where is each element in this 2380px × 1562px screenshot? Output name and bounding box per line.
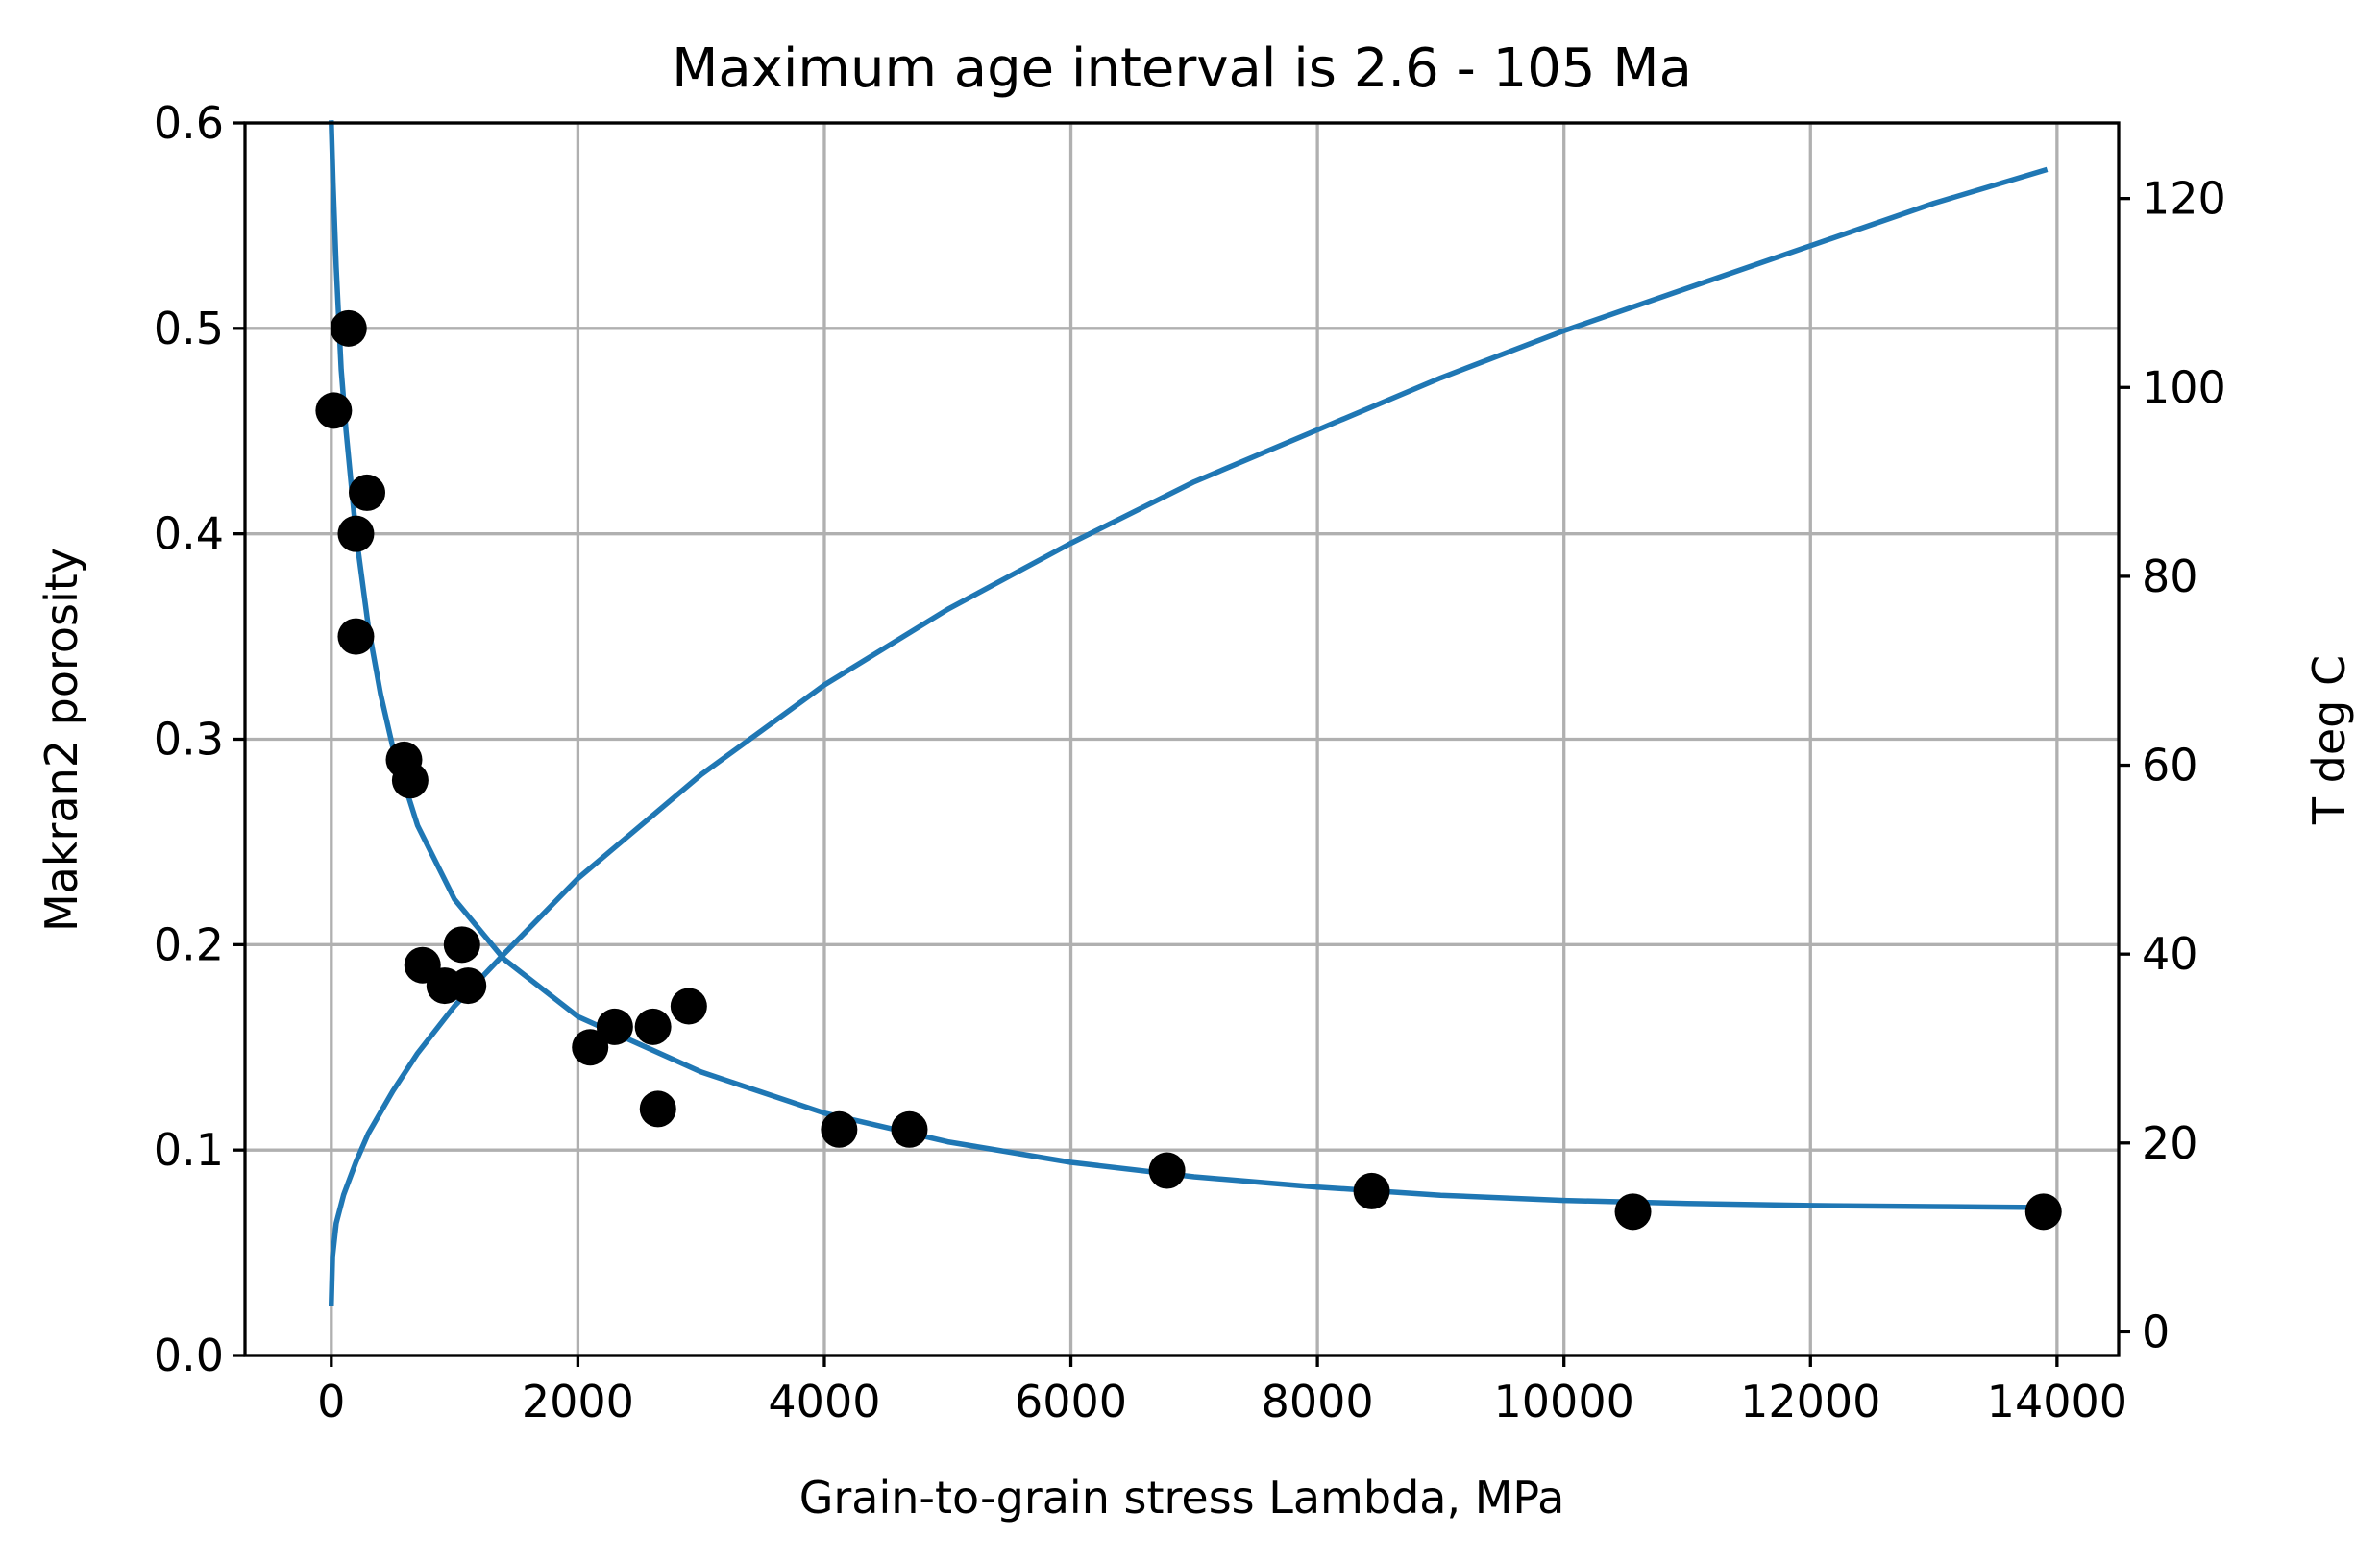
data-point	[1353, 1172, 1390, 1209]
y2-tick-label: 60	[2142, 740, 2198, 792]
y-tick-label: 0.4	[154, 508, 224, 560]
x-tick-label: 8000	[1262, 1376, 1374, 1428]
data-point	[391, 762, 429, 799]
x-tick-label: 12000	[1740, 1376, 1880, 1428]
data-point	[337, 618, 375, 655]
data-point	[1614, 1193, 1652, 1231]
y2-tick-label: 0	[2142, 1306, 2170, 1357]
y2-tick-label: 100	[2142, 361, 2226, 413]
data-point	[1148, 1152, 1186, 1189]
chart-title: Maximum age interval is 2.6 - 105 Ma	[672, 37, 1692, 100]
data-point	[330, 309, 367, 347]
x-tick-label: 2000	[522, 1376, 634, 1428]
x-tick-label: 6000	[1015, 1376, 1127, 1428]
x-tick-label: 10000	[1494, 1376, 1634, 1428]
data-point	[337, 515, 375, 552]
data-point	[821, 1110, 858, 1148]
y-tick-label: 0.0	[154, 1330, 224, 1381]
y2-tick-label: 40	[2142, 928, 2198, 980]
x-tick-label: 14000	[1987, 1376, 2127, 1428]
x-axis-label: Grain-to-grain stress Lambda, MPa	[799, 1472, 1565, 1524]
y-tick-label: 0.3	[154, 714, 224, 766]
x-tick-label: 0	[317, 1376, 345, 1428]
plot-area	[315, 120, 2062, 1306]
data-point	[596, 1008, 633, 1045]
y2-tick-label: 80	[2142, 550, 2198, 602]
temperature-line	[328, 166, 2049, 1306]
y-axis-label: Makran2 porosity	[36, 548, 87, 932]
data-point	[670, 988, 707, 1025]
data-point	[891, 1110, 928, 1148]
y-tick-label: 0.2	[154, 918, 224, 970]
data-point	[572, 1029, 609, 1066]
data-point	[443, 926, 480, 964]
y-tick-label: 0.1	[154, 1124, 224, 1176]
data-point	[2024, 1193, 2062, 1231]
data-point	[634, 1008, 672, 1045]
y2-tick-label: 20	[2142, 1117, 2198, 1169]
data-point	[315, 392, 353, 429]
data-point	[639, 1090, 676, 1128]
y2-axis-label: T deg C	[2303, 655, 2355, 825]
x-tick-label: 4000	[768, 1376, 880, 1428]
porosity-fit-line	[328, 120, 2048, 1210]
y2-tick-label: 120	[2142, 173, 2226, 225]
data-point	[349, 474, 386, 511]
data-point	[450, 967, 487, 1005]
y-tick-label: 0.5	[154, 303, 224, 354]
y-tick-label: 0.6	[154, 97, 224, 149]
tick-labels: 0 2000 4000 6000 8000 10000 12000 14000 0.0 0.1 0.…	[154, 97, 2226, 1428]
